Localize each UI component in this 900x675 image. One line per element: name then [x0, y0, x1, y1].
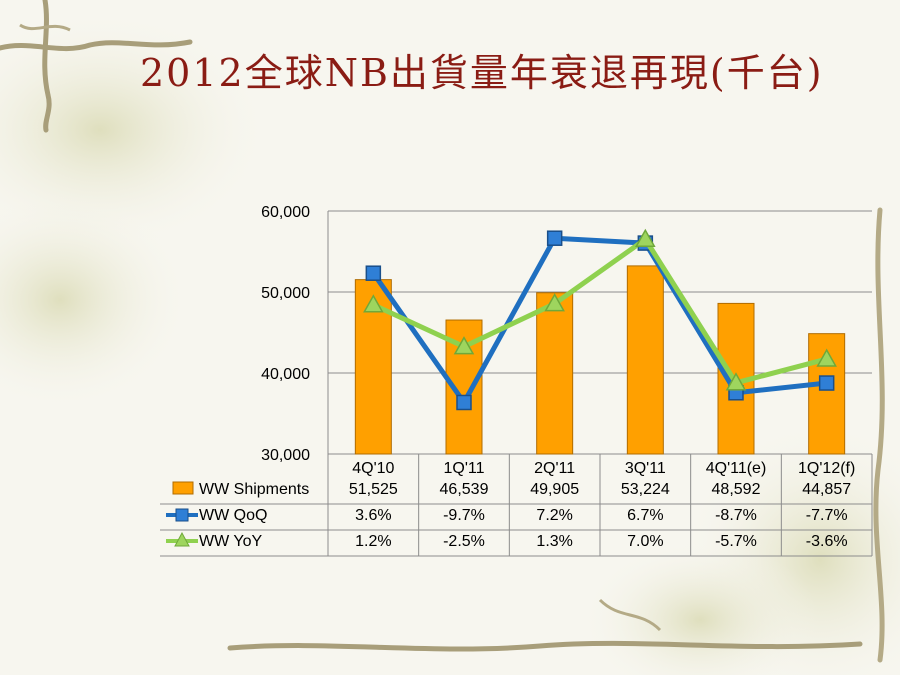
x-axis-categories: 4Q'10 1Q'11 2Q'11 3Q'11 4Q'11(e) 1Q'12(f)	[352, 460, 855, 477]
triangle-marker	[453, 336, 475, 355]
data-table: WW Shipments 51,525 46,539 49,905 53,224 48,5…	[160, 481, 872, 557]
triangle-marker	[816, 348, 837, 367]
triangle-marker	[363, 294, 384, 313]
triangle-marker	[544, 293, 565, 312]
legend-key-bar	[172, 481, 194, 495]
table-cell: 1.3%	[536, 533, 572, 550]
table-cell: 7.0%	[627, 533, 663, 550]
slide-title: 2012全球NB出貨量年衰退再現(千台)	[140, 51, 824, 95]
y-tick-label: 60,000	[261, 204, 310, 221]
square-marker	[818, 375, 835, 391]
y-tick-label: 30,000	[261, 447, 310, 464]
table-cell: 3.6%	[355, 507, 391, 524]
table-cell: 46,539	[440, 481, 489, 498]
table-cell: 53,224	[621, 481, 670, 498]
x-category-label: 1Q'12(f)	[798, 460, 855, 477]
y-tick-label: 50,000	[261, 285, 310, 302]
series-line	[372, 236, 828, 386]
legend-label: WW YoY	[199, 533, 262, 550]
table-cell: 1.2%	[355, 533, 391, 550]
table-cell: 48,592	[712, 481, 761, 498]
bar	[536, 292, 574, 455]
triangle-marker	[635, 228, 656, 248]
y-tick-label: 40,000	[261, 366, 310, 383]
legend-key-marker	[174, 531, 190, 547]
triangle-marker	[725, 372, 747, 391]
x-category-label: 4Q'10	[352, 460, 394, 477]
table-cell: -7.7%	[806, 507, 848, 524]
x-category-label: 1Q'11	[443, 460, 484, 477]
table-cell: 49,905	[530, 481, 579, 498]
square-marker	[365, 265, 382, 281]
y-axis-ticks: 30,000 40,000 50,000 60,000	[261, 204, 310, 464]
table-cell: 44,857	[802, 481, 851, 498]
table-cell: 7.2%	[536, 507, 572, 524]
table-cell: -8.7%	[715, 507, 757, 524]
table-cell: 51,525	[349, 481, 398, 498]
legend-label: WW Shipments	[199, 481, 309, 498]
legend-label: WW QoQ	[199, 507, 267, 524]
bar-series	[354, 265, 846, 455]
table-cell: -5.7%	[715, 533, 757, 550]
series-line	[371, 235, 827, 405]
square-marker	[456, 394, 472, 411]
line-series	[363, 228, 837, 411]
x-category-label: 2Q'11	[534, 460, 575, 477]
table-cell: -9.7%	[443, 507, 485, 524]
square-marker	[546, 230, 563, 246]
table-cell: -2.5%	[443, 533, 485, 550]
table-cell: -3.6%	[806, 533, 848, 550]
x-category-label: 4Q'11(e)	[706, 460, 767, 477]
legend-key-marker	[175, 508, 189, 522]
table-cell: 6.7%	[627, 507, 663, 524]
bar	[626, 265, 664, 455]
x-category-label: 3Q'11	[625, 460, 666, 477]
